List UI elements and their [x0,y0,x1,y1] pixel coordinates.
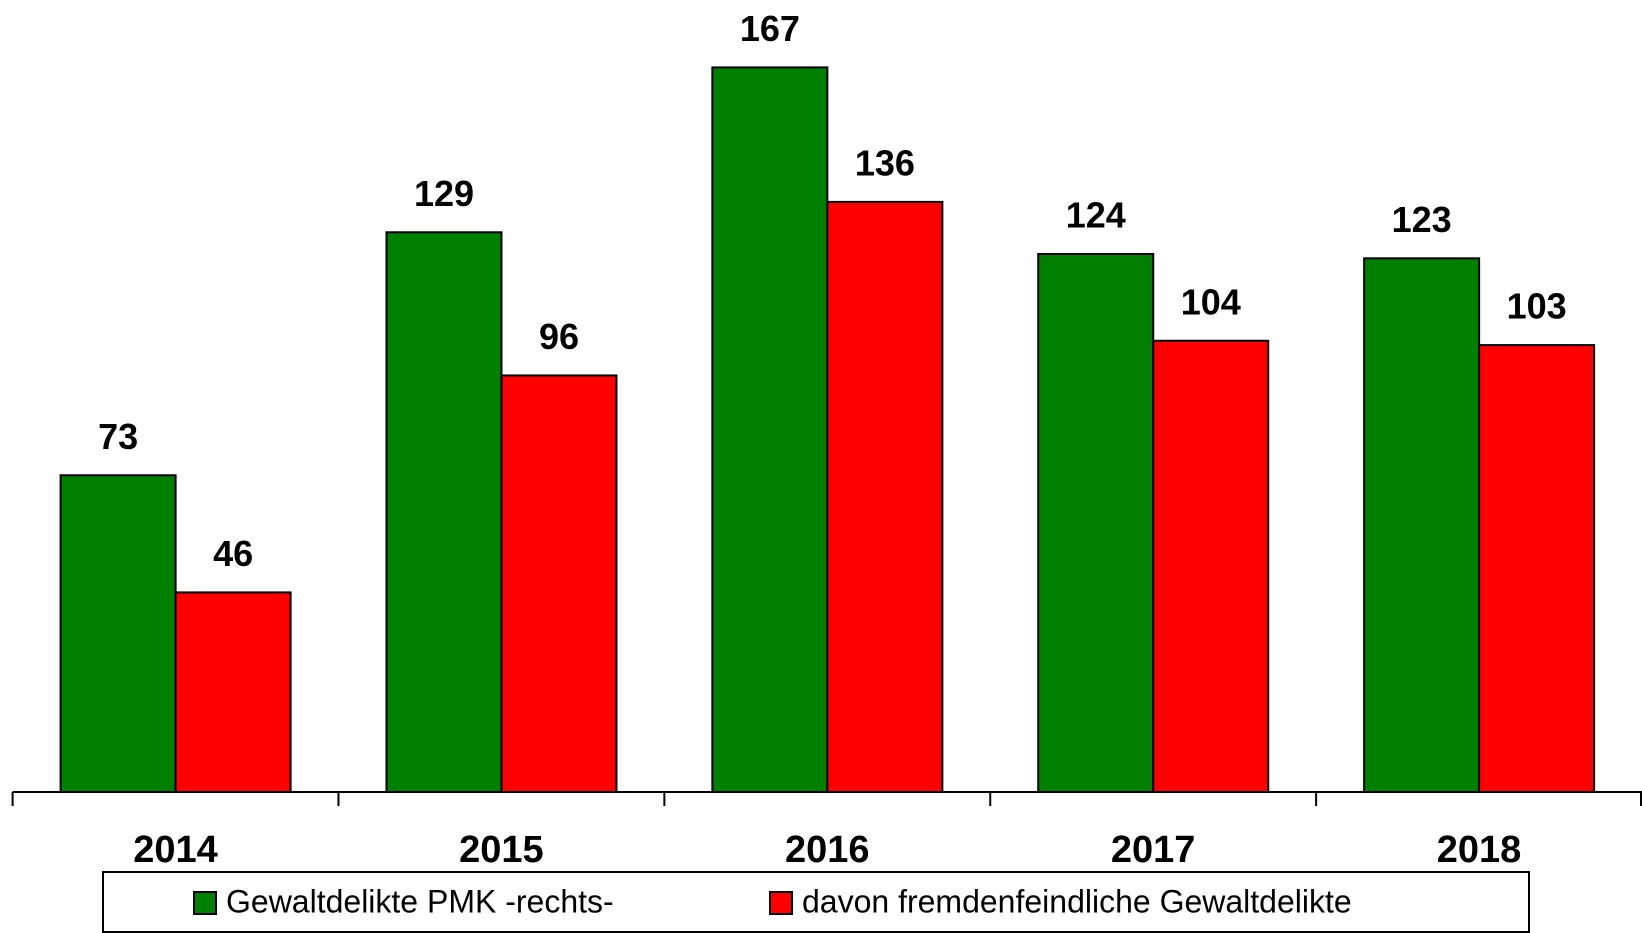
value-label: 123 [1392,199,1452,240]
value-label: 129 [414,173,474,214]
value-label: 136 [855,142,915,183]
bar [1363,257,1481,794]
value-label: 96 [539,316,579,357]
x-tick-label: 2017 [1111,829,1196,871]
bar [826,200,944,793]
legend-label: davon fremdenfeindliche Gewaltdelikte [802,883,1352,919]
x-tick-label: 2016 [785,829,870,871]
x-tick-label: 2018 [1437,829,1522,871]
value-label: 46 [213,533,253,574]
value-label: 167 [740,8,800,49]
bar [711,66,829,793]
bar [1478,344,1596,793]
value-label: 124 [1066,194,1126,235]
bar [59,474,177,793]
value-label: 103 [1507,286,1567,327]
bar [1152,339,1270,793]
legend-swatch [193,891,217,915]
bar [174,591,292,794]
legend-label: Gewaltdelikte PMK -rechts- [226,883,614,919]
value-label: 104 [1181,281,1241,322]
bar [385,231,503,794]
legend-box [102,871,1530,933]
x-tick-label: 2014 [133,829,218,871]
legend-swatch [769,891,793,915]
value-label: 73 [98,416,138,457]
x-tick-label: 2015 [459,829,544,871]
bar [500,374,618,793]
bar [1037,252,1155,793]
